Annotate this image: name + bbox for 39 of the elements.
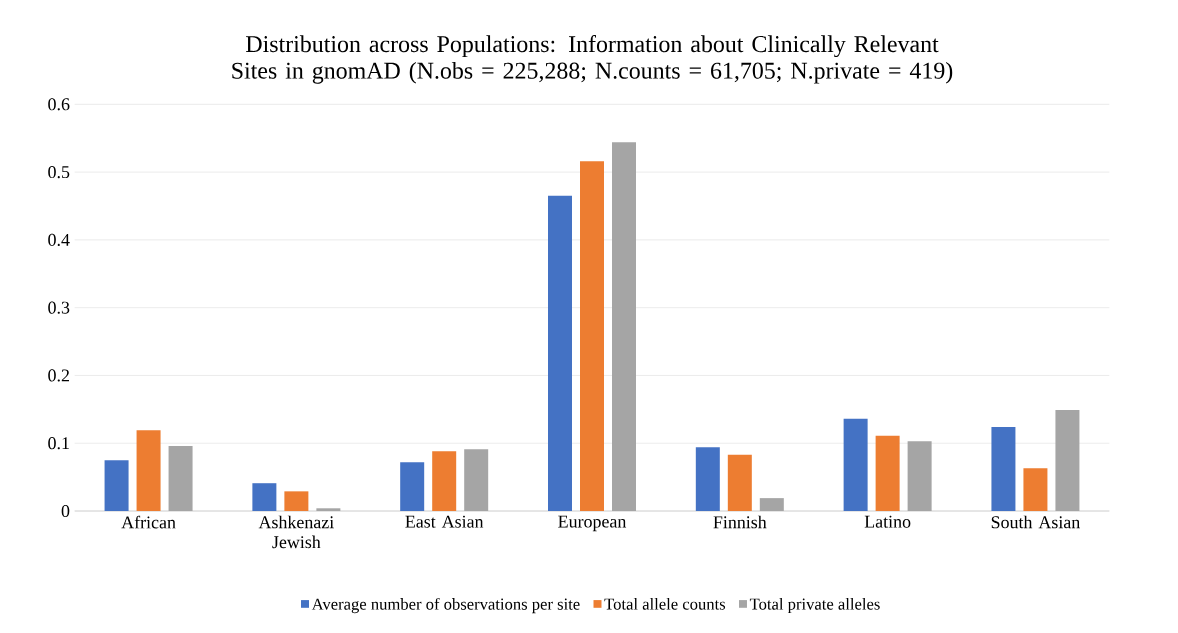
bar	[843, 418, 868, 511]
bar	[1055, 410, 1080, 511]
x-tick-label: Latino	[864, 515, 911, 528]
chart-title: Distribution across Populations: Information about Clinically Relevant Sites in gnomAD (N.obs = 225,288; N.counts = 61,705; N.private = 419)	[232, 35, 953, 84]
bar	[400, 462, 425, 511]
x-tick-label: Ashkenazi Jewish	[258, 515, 334, 549]
bar	[432, 451, 457, 511]
y-tick-label: 0	[61, 504, 70, 518]
bar	[316, 508, 341, 511]
y-tick-label: 0.2	[48, 369, 69, 382]
legend-label: Total allele counts	[604, 598, 726, 610]
bar	[875, 435, 900, 511]
bar	[907, 441, 932, 511]
y-tick-label: 0.4	[48, 233, 70, 246]
bar	[759, 498, 784, 511]
bar	[612, 142, 636, 511]
bar	[991, 426, 1016, 511]
x-tick-label: Finnish	[713, 515, 767, 529]
legend-label: Average number of observations per site	[311, 597, 580, 614]
bar	[284, 491, 309, 511]
bar	[695, 447, 720, 511]
legend-label: Total private alleles	[749, 598, 880, 614]
bar	[1023, 468, 1048, 511]
x-tick-label: African	[121, 515, 176, 529]
bar	[464, 449, 489, 511]
y-tick-label: 0.3	[48, 301, 70, 314]
x-tick-label: European	[558, 515, 627, 532]
bar	[136, 430, 161, 511]
bar	[727, 454, 752, 511]
bar	[168, 445, 193, 511]
bar	[252, 483, 277, 511]
y-tick-label: 0.1	[48, 437, 69, 450]
x-tick-label: East Asian	[405, 515, 484, 528]
y-tick-label: 0.6	[48, 98, 70, 111]
y-tick-label: 0.5	[48, 166, 70, 179]
bar	[548, 195, 572, 511]
bar	[580, 161, 604, 511]
bar	[104, 460, 129, 511]
x-tick-label: South Asian	[991, 515, 1080, 529]
